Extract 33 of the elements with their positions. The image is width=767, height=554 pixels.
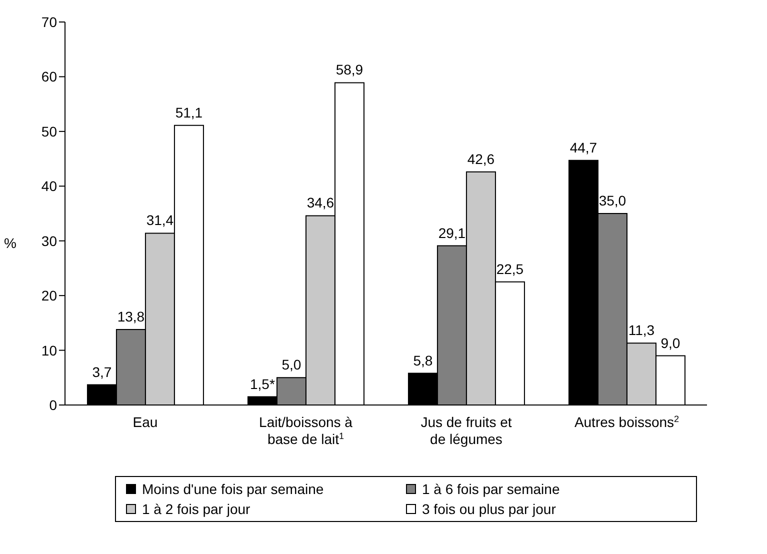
data-label: 35,0 (598, 192, 626, 208)
x-tick-label: Lait/boissons à base de lait$^{1}$ (259, 414, 353, 447)
legend-label: 1 à 6 fois par semaine (422, 481, 560, 497)
x-tick-label: Eau (132, 414, 158, 430)
y-tick-label: 70 (41, 14, 58, 30)
data-label: 51,1 (175, 104, 203, 120)
legend-label: Moins d'une fois par semaine (142, 481, 324, 497)
data-label: 13,8 (117, 308, 145, 324)
y-tick-label: 40 (41, 178, 58, 194)
data-label: 42,6 (467, 150, 495, 167)
data-label: 9,0 (660, 334, 680, 351)
data-label: 34,6 (306, 194, 334, 211)
data-label: 5,0 (282, 356, 302, 373)
data-label: 31,4 (146, 212, 174, 228)
x-tick-label: Autres boissons$^{2}$ (574, 414, 680, 430)
y-tick-label: 0 (49, 396, 58, 413)
data-label: 1,5* (250, 376, 276, 392)
y-tick-label: 50 (41, 123, 58, 140)
data-label: 29,1 (438, 224, 466, 241)
legend-label: 3 fois ou plus par jour (422, 501, 556, 517)
y-tick-label: 30 (41, 232, 58, 249)
data-label: 58,9 (336, 62, 364, 78)
y-tick-label: 20 (41, 288, 58, 304)
x-tick-label: Jus de fruits et de légumes (420, 414, 512, 447)
y-tick-label: 60 (41, 68, 58, 85)
data-label: 22,5 (496, 260, 524, 277)
y-axis-title: % (4, 235, 16, 251)
data-label: 11,3 (628, 322, 655, 338)
y-tick-label: 10 (41, 342, 58, 358)
data-label: 5,8 (413, 352, 433, 368)
data-label: 44,7 (570, 139, 598, 156)
data-label: 3,7 (92, 364, 112, 380)
legend-label: 1 à 2 fois par jour (142, 501, 250, 517)
